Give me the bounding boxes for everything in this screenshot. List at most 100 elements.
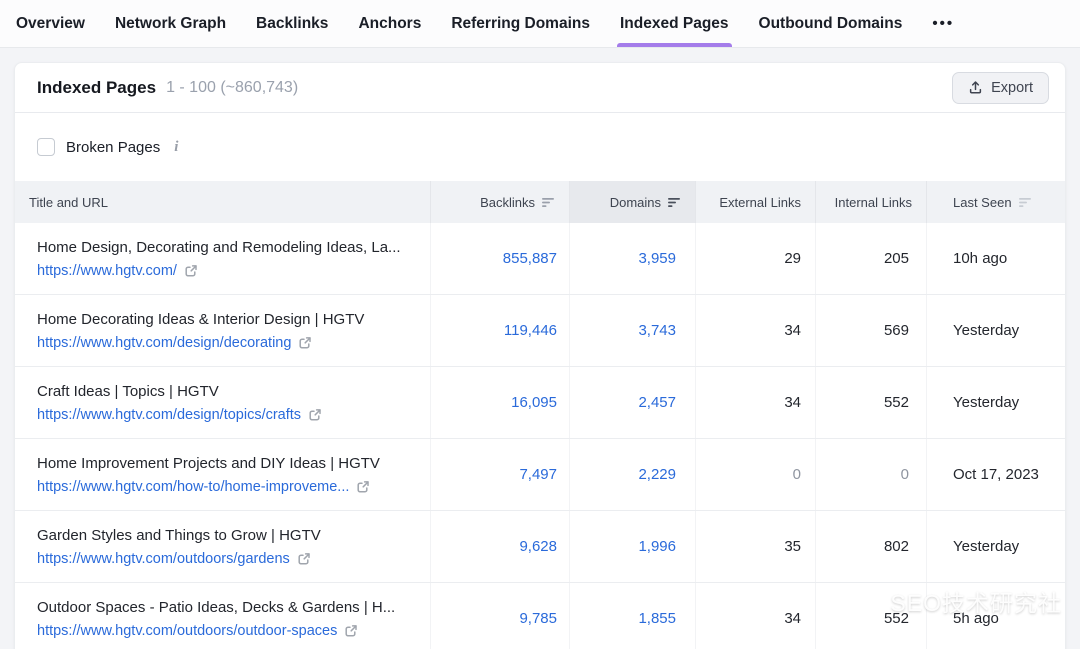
domains-cell: 2,229 xyxy=(569,439,695,510)
page-title: Home Decorating Ideas & Interior Design … xyxy=(37,310,365,328)
column-header-last-seen[interactable]: Last Seen xyxy=(926,181,1065,223)
backlinks-value-link[interactable]: 855,887 xyxy=(502,250,557,267)
external-link-icon[interactable] xyxy=(298,336,312,350)
backlinks-cell: 16,095 xyxy=(430,367,569,438)
domains-cell: 2,457 xyxy=(569,367,695,438)
page-url-link[interactable]: https://www.hgtv.com/outdoors/gardens xyxy=(37,550,290,567)
info-icon[interactable]: i xyxy=(174,138,179,155)
internal-links-value: 569 xyxy=(883,322,909,339)
column-header-internal-links[interactable]: Internal Links xyxy=(815,181,926,223)
internal-links-cell: 802 xyxy=(815,511,926,582)
table-row[interactable]: Outdoor Spaces - Patio Ideas, Decks & Ga… xyxy=(15,583,1065,649)
table-row[interactable]: Home Decorating Ideas & Interior Design … xyxy=(15,295,1065,367)
tab-anchors[interactable]: Anchors xyxy=(358,14,422,32)
table-row[interactable]: Garden Styles and Things to Grow | HGTV … xyxy=(15,511,1065,583)
backlinks-cell: 7,497 xyxy=(430,439,569,510)
domains-value-link[interactable]: 2,229 xyxy=(638,466,676,483)
title-url-cell: Home Decorating Ideas & Interior Design … xyxy=(15,295,430,366)
external-link-icon[interactable] xyxy=(184,264,198,278)
internal-links-cell: 569 xyxy=(815,295,926,366)
internal-links-value: 0 xyxy=(900,466,909,483)
page-url-link[interactable]: https://www.hgtv.com/design/topics/craft… xyxy=(37,406,302,423)
external-link-icon[interactable] xyxy=(344,624,358,638)
backlinks-value-link[interactable]: 119,446 xyxy=(503,322,557,339)
tab-referring-domains[interactable]: Referring Domains xyxy=(451,14,590,32)
column-label: Last Seen xyxy=(953,194,1012,210)
column-label: External Links xyxy=(719,194,801,210)
internal-links-cell: 552 xyxy=(815,583,926,649)
column-header-title-and-url[interactable]: Title and URL xyxy=(15,181,430,223)
table-row[interactable]: Home Design, Decorating and Remodeling I… xyxy=(15,223,1065,295)
external-link-icon[interactable] xyxy=(356,480,370,494)
external-links-cell: 29 xyxy=(695,223,815,294)
external-links-value: 34 xyxy=(784,322,801,339)
last-seen-cell: Yesterday xyxy=(926,511,1065,582)
last-seen-value: Yesterday xyxy=(953,538,1020,555)
page-url-link[interactable]: https://www.hgtv.com/outdoors/outdoor-sp… xyxy=(37,622,338,639)
last-seen-value: Yesterday xyxy=(953,394,1020,411)
external-links-cell: 35 xyxy=(695,511,815,582)
domains-value-link[interactable]: 3,743 xyxy=(638,322,676,339)
page-url-link[interactable]: https://www.hgtv.com/design/decorating xyxy=(37,334,292,351)
page-title: Home Design, Decorating and Remodeling I… xyxy=(37,238,401,256)
external-link-icon[interactable] xyxy=(297,552,311,566)
domains-value-link[interactable]: 2,457 xyxy=(638,394,676,411)
domains-cell: 3,959 xyxy=(569,223,695,294)
tab-overview[interactable]: Overview xyxy=(16,14,85,32)
table-row[interactable]: Craft Ideas | Topics | HGTV https://www.… xyxy=(15,367,1065,439)
export-button[interactable]: Export xyxy=(952,71,1049,104)
column-header-domains[interactable]: Domains xyxy=(569,181,695,223)
last-seen-value: 5h ago xyxy=(953,610,999,627)
tab-outbound-domains[interactable]: Outbound Domains xyxy=(758,14,903,32)
tab-network-graph[interactable]: Network Graph xyxy=(114,14,227,32)
column-label: Backlinks xyxy=(480,194,535,210)
external-links-value: 34 xyxy=(784,394,801,411)
backlinks-value-link[interactable]: 7,497 xyxy=(519,466,557,483)
column-label: Title and URL xyxy=(29,194,108,210)
domains-value-link[interactable]: 1,855 xyxy=(638,610,676,627)
page-url-link[interactable]: https://www.hgtv.com/how-to/home-improve… xyxy=(37,478,350,495)
table-row[interactable]: Home Improvement Projects and DIY Ideas … xyxy=(15,439,1065,511)
tab-indexed-pages[interactable]: Indexed Pages xyxy=(616,0,732,47)
internal-links-cell: 552 xyxy=(815,367,926,438)
domains-value-link[interactable]: 1,996 xyxy=(638,538,676,555)
external-links-value: 29 xyxy=(784,250,801,267)
export-icon xyxy=(969,81,982,94)
title-url-cell: Home Improvement Projects and DIY Ideas … xyxy=(15,439,430,510)
result-range: 1 - 100 (~860,743) xyxy=(166,78,299,96)
panel-title: Indexed Pages xyxy=(37,77,157,97)
last-seen-value: Yesterday xyxy=(953,322,1020,339)
external-links-cell: 0 xyxy=(695,439,815,510)
external-links-value: 0 xyxy=(792,466,801,483)
column-header-backlinks[interactable]: Backlinks xyxy=(430,181,569,223)
tab-bar: Overview Network Graph Backlinks Anchors Ref… xyxy=(0,0,1080,48)
internal-links-value: 552 xyxy=(883,394,909,411)
title-url-cell: Outdoor Spaces - Patio Ideas, Decks & Ga… xyxy=(15,583,430,649)
backlinks-value-link[interactable]: 9,785 xyxy=(519,610,557,627)
domains-cell: 3,743 xyxy=(569,295,695,366)
backlinks-cell: 9,628 xyxy=(430,511,569,582)
tab-backlinks[interactable]: Backlinks xyxy=(256,14,329,32)
title-url-cell: Craft Ideas | Topics | HGTV https://www.… xyxy=(15,367,430,438)
more-tabs-button[interactable]: ••• xyxy=(932,15,955,32)
page-title: Garden Styles and Things to Grow | HGTV xyxy=(37,526,321,544)
column-header-external-links[interactable]: External Links xyxy=(695,181,815,223)
export-button-label: Export xyxy=(991,79,1033,96)
external-links-cell: 34 xyxy=(695,583,815,649)
backlinks-value-link[interactable]: 16,095 xyxy=(511,394,557,411)
page-url-link[interactable]: https://www.hgtv.com/ xyxy=(37,262,177,279)
title-url-cell: Garden Styles and Things to Grow | HGTV … xyxy=(15,511,430,582)
last-seen-value: Oct 17, 2023 xyxy=(953,466,1039,483)
domains-cell: 1,996 xyxy=(569,511,695,582)
last-seen-value: 10h ago xyxy=(953,250,1008,267)
backlinks-cell: 855,887 xyxy=(430,223,569,294)
indexed-pages-panel: Indexed Pages 1 - 100 (~860,743) Export … xyxy=(14,62,1066,649)
title-url-cell: Home Design, Decorating and Remodeling I… xyxy=(15,223,430,294)
internal-links-value: 205 xyxy=(883,250,909,267)
page-title: Home Improvement Projects and DIY Ideas … xyxy=(37,454,380,472)
domains-value-link[interactable]: 3,959 xyxy=(638,250,676,267)
external-link-icon[interactable] xyxy=(308,408,322,422)
backlinks-value-link[interactable]: 9,628 xyxy=(519,538,557,555)
broken-pages-checkbox[interactable] xyxy=(37,138,55,156)
external-links-cell: 34 xyxy=(695,367,815,438)
